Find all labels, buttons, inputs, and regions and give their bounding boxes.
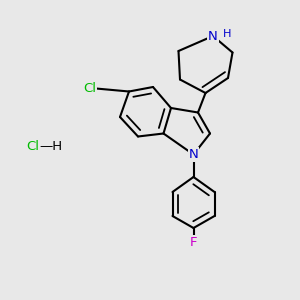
- Text: N: N: [208, 29, 218, 43]
- Text: Cl: Cl: [26, 140, 39, 154]
- Text: Cl: Cl: [83, 82, 96, 95]
- Text: F: F: [190, 236, 197, 250]
- Text: —H: —H: [39, 140, 62, 154]
- Text: H: H: [223, 28, 231, 39]
- Text: N: N: [189, 148, 198, 161]
